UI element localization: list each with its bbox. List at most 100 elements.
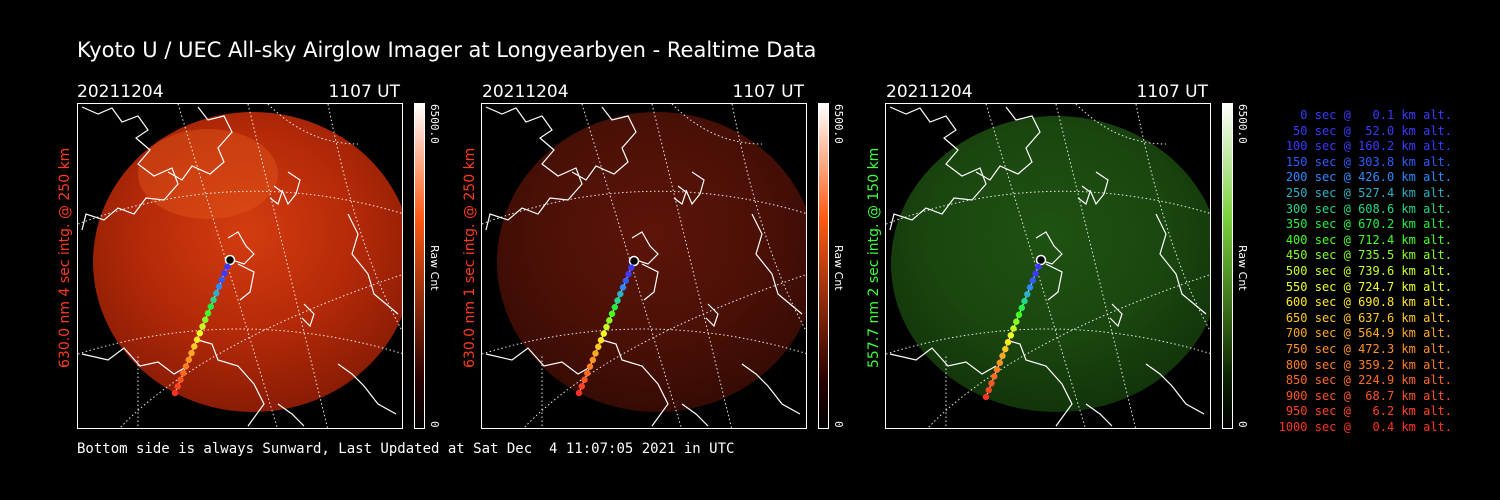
coastline [227, 231, 255, 265]
grid-line [177, 104, 278, 428]
legend-row: 300 sec @ 608.6 km alt. [1285, 201, 1452, 216]
coastline [1035, 231, 1063, 265]
legend-row: 800 sec @ 359.2 km alt. [1285, 357, 1452, 372]
panel3-colorbar-max: 6500.0 [1236, 104, 1249, 144]
coastline [197, 339, 265, 427]
legend-row: 850 sec @ 224.9 km alt. [1285, 373, 1452, 388]
coastline [301, 303, 315, 328]
trajectory-point [185, 356, 193, 364]
grid-line [671, 104, 763, 145]
coastline [601, 339, 669, 427]
legend-row: 650 sec @ 637.6 km alt. [1285, 310, 1452, 325]
trajectory-point [1035, 263, 1042, 271]
coastline [631, 231, 659, 265]
grid-line [927, 274, 1210, 428]
coastline [269, 185, 283, 205]
legend-row: 100 sec @ 160.2 km alt. [1285, 139, 1452, 154]
trajectory-legend: 0 sec @ 0.1 km alt. 50 sec @ 52.0 km alt.… [1262, 108, 1452, 435]
coastline [889, 106, 987, 231]
trajectory-point [985, 386, 993, 394]
panel2-date: 20211204 [482, 82, 569, 102]
coastline [571, 106, 637, 181]
trajectory-point [581, 376, 588, 384]
coastline [347, 213, 399, 315]
trajectory-point [1013, 318, 1020, 325]
trajectory-point [595, 343, 602, 351]
panel1-colorbar [414, 103, 425, 429]
trajectory-point [988, 380, 995, 387]
coastline [681, 403, 709, 427]
legend-row: 200 sec @ 426.0 km alt. [1285, 170, 1452, 185]
legend-row: 750 sec @ 472.3 km alt. [1285, 341, 1452, 356]
legend-row: 1000 sec @ 0.4 km alt. [1278, 419, 1452, 434]
legend-row: 0 sec @ 0.1 km alt. [1300, 108, 1452, 122]
trajectory-point [213, 290, 220, 297]
trajectory-point [1002, 345, 1009, 353]
trajectory-point [617, 290, 624, 298]
panel1-colorbar-unit: Raw Cnt [428, 245, 441, 291]
trajectory-point [210, 296, 217, 304]
legend-row: 350 sec @ 670.2 km alt. [1285, 217, 1452, 232]
trajectory-point [218, 276, 226, 284]
trajectory-point [597, 336, 605, 344]
coastline [485, 106, 583, 231]
panel1-time: 1107 UT [328, 82, 401, 102]
trajectory-point [592, 350, 599, 357]
trajectory-point [177, 376, 184, 383]
trajectory-point [174, 383, 182, 390]
trajectory-point [207, 303, 215, 310]
legend-row: 50 sec @ 52.0 km alt. [1293, 123, 1452, 138]
grid-line [78, 328, 402, 355]
trajectory-point [191, 343, 198, 350]
panel2-time: 1107 UT [732, 82, 805, 102]
coastline [751, 213, 803, 315]
coastline [237, 263, 255, 301]
trajectory-point [600, 330, 608, 337]
grid-line [327, 104, 402, 332]
trajectory-point [193, 336, 201, 344]
panel2-colorbar [818, 103, 829, 429]
trajectory-point [625, 270, 632, 278]
trajectory-point [1010, 325, 1017, 332]
grid-line [731, 104, 806, 332]
trajectory-point [603, 323, 610, 331]
trajectory-point [622, 277, 630, 285]
legend-row: 150 sec @ 303.8 km alt. [1285, 154, 1452, 169]
map-canvas [886, 104, 1210, 428]
coastline [1045, 263, 1063, 301]
trajectory-point [578, 383, 586, 390]
trajectory-start-marker [224, 254, 236, 266]
grid-line [482, 190, 806, 225]
coastline [685, 171, 705, 206]
grid-line [1135, 104, 1210, 332]
trajectory-point [608, 310, 616, 318]
coastline [673, 185, 687, 205]
grid-line [985, 104, 1086, 428]
panel1-colorbar-max: 6500.0 [428, 104, 441, 144]
trajectory-point [991, 373, 998, 380]
trajectory-point [180, 369, 187, 377]
coastline [741, 363, 801, 415]
panel1-colorbar-zero: 0 [428, 421, 441, 428]
grid-line [581, 104, 682, 428]
trajectory-point [996, 359, 1004, 367]
trajectory-point [584, 369, 591, 377]
trajectory-point [614, 297, 621, 304]
coastline [641, 263, 659, 301]
grid-line [1075, 104, 1167, 145]
trajectory-point [204, 309, 212, 317]
panel1-date: 20211204 [77, 82, 164, 102]
legend-row: 400 sec @ 712.4 km alt. [1285, 232, 1452, 247]
panel1-image [77, 103, 403, 429]
coastline [1077, 185, 1091, 205]
coastline [1085, 403, 1113, 427]
trajectory-point [1032, 270, 1039, 277]
trajectory-point [196, 329, 204, 337]
footer-status: Bottom side is always Sunward, Last Upda… [77, 441, 735, 457]
airglow-sky-image [93, 112, 402, 412]
trajectory-point [619, 284, 627, 291]
coastline [337, 363, 397, 415]
legend-row: 900 sec @ 68.7 km alt. [1285, 388, 1452, 403]
trajectory-point [1024, 291, 1031, 298]
panel2-side-label: 630.0 nm 1 sec intg. @ 250 km [462, 147, 478, 368]
